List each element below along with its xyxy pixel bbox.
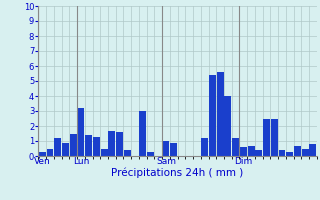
Bar (170, 142, 177, 156)
Bar (201, 138, 208, 156)
Bar (217, 72, 224, 156)
Bar (116, 132, 123, 156)
Bar (39, 152, 46, 156)
Bar (101, 148, 108, 156)
Bar (263, 118, 270, 156)
Bar (93, 137, 100, 156)
Bar (54, 138, 61, 156)
Bar (108, 130, 115, 156)
Bar (232, 138, 239, 156)
Bar (147, 152, 154, 156)
Bar (163, 141, 170, 156)
Bar (271, 118, 278, 156)
Bar (302, 148, 309, 156)
Bar (139, 111, 146, 156)
Bar (209, 75, 216, 156)
Bar (240, 147, 247, 156)
Bar (278, 150, 285, 156)
Bar (70, 134, 77, 156)
Bar (309, 144, 316, 156)
Bar (248, 146, 254, 156)
Bar (62, 142, 69, 156)
Bar (46, 148, 53, 156)
Bar (124, 150, 131, 156)
Bar (255, 150, 262, 156)
X-axis label: Précipitations 24h ( mm ): Précipitations 24h ( mm ) (111, 168, 244, 178)
Bar (77, 108, 84, 156)
Bar (85, 135, 92, 156)
Bar (286, 152, 293, 156)
Bar (224, 96, 231, 156)
Bar (294, 146, 301, 156)
